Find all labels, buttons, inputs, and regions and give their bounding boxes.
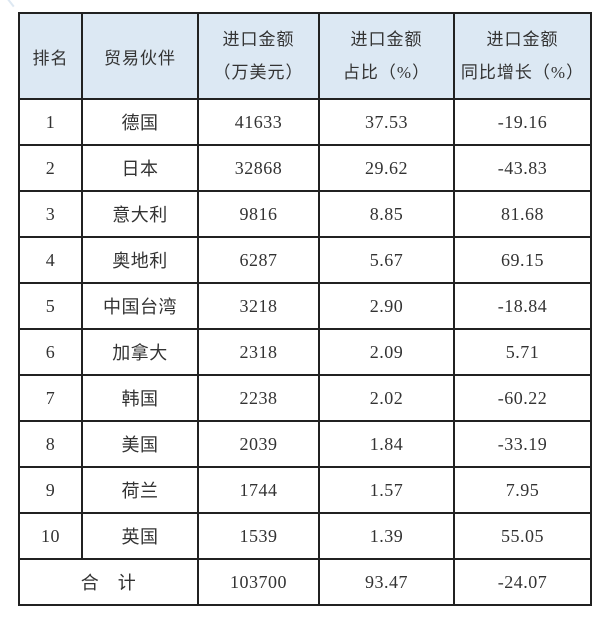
cell-partner: 意大利 [81,190,199,238]
cell-amount: 1744 [197,466,320,514]
cell-partner: 奥地利 [81,236,199,284]
header-row: 排名 贸易伙伴 进口金额 （万美元） 进口金额 占比（%） 进口金额 [18,12,592,100]
cell-amount: 9816 [197,190,320,238]
cell-total-amount: 103700 [197,558,320,606]
table-row: 6 加拿大 2318 2.09 5.71 [18,328,592,376]
cell-share: 29.62 [318,144,455,192]
cell-share: 5.67 [318,236,455,284]
table-row: 7 韩国 2238 2.02 -60.22 [18,374,592,422]
cell-partner: 韩国 [81,374,199,422]
cell-partner: 加拿大 [81,328,199,376]
header-rank-label: 排名 [32,48,69,68]
cell-partner: 美国 [81,420,199,468]
cell-amount: 2318 [197,328,320,376]
cell-growth: -18.84 [453,282,592,330]
cell-amount: 1539 [197,512,320,560]
cell-share: 2.09 [318,328,455,376]
cell-rank: 8 [18,420,83,468]
cell-growth: 55.05 [453,512,592,560]
table-row: 4 奥地利 6287 5.67 69.15 [18,236,592,284]
cell-total-growth: -24.07 [453,558,592,606]
cell-amount: 2039 [197,420,320,468]
corner-artifact [0,0,15,8]
header-partner-label: 贸易伙伴 [104,48,176,68]
cell-growth: -33.19 [453,420,592,468]
cell-growth: 69.15 [453,236,592,284]
cell-amount: 6287 [197,236,320,284]
cell-partner: 中国台湾 [81,282,199,330]
cell-rank: 6 [18,328,83,376]
header-import-growth-line1: 进口金额 [486,29,559,49]
table-row: 2 日本 32868 29.62 -43.83 [18,144,592,192]
table-row: 10 英国 1539 1.39 55.05 [18,512,592,560]
cell-share: 2.90 [318,282,455,330]
cell-rank: 10 [18,512,83,560]
cell-growth: 81.68 [453,190,592,238]
cell-share: 2.02 [318,374,455,422]
header-import-growth-line2: 同比增长（%） [460,63,585,83]
cell-rank: 3 [18,190,83,238]
header-rank: 排名 [18,12,83,100]
cell-growth: 7.95 [453,466,592,514]
cell-rank: 2 [18,144,83,192]
header-import-amount-line2: （万美元） [213,63,304,83]
cell-share: 1.39 [318,512,455,560]
cell-growth: -43.83 [453,144,592,192]
cell-rank: 5 [18,282,83,330]
cell-rank: 1 [18,98,83,146]
cell-total-label: 合 计 [18,558,199,606]
header-import-growth: 进口金额 同比增长（%） [453,12,592,100]
header-import-amount: 进口金额 （万美元） [197,12,320,100]
cell-partner: 德国 [81,98,199,146]
cell-rank: 7 [18,374,83,422]
cell-rank: 9 [18,466,83,514]
cell-amount: 2238 [197,374,320,422]
cell-amount: 32868 [197,144,320,192]
cell-growth: 5.71 [453,328,592,376]
cell-partner: 日本 [81,144,199,192]
table-row: 8 美国 2039 1.84 -33.19 [18,420,592,468]
header-import-amount-line1: 进口金额 [222,29,295,49]
cell-partner: 荷兰 [81,466,199,514]
header-import-share-line1: 进口金额 [350,29,423,49]
cell-growth: -19.16 [453,98,592,146]
table-row: 1 德国 41633 37.53 -19.16 [18,98,592,146]
cell-growth: -60.22 [453,374,592,422]
cell-share: 8.85 [318,190,455,238]
header-partner: 贸易伙伴 [81,12,199,100]
header-import-share: 进口金额 占比（%） [318,12,455,100]
table-row: 3 意大利 9816 8.85 81.68 [18,190,592,238]
cell-amount: 41633 [197,98,320,146]
cell-amount: 3218 [197,282,320,330]
cell-partner: 英国 [81,512,199,560]
import-ranking-table: 排名 贸易伙伴 进口金额 （万美元） 进口金额 占比（%） 进口金额 [18,12,592,606]
header-import-share-line2: 占比（%） [342,63,431,83]
cell-rank: 4 [18,236,83,284]
table-row: 9 荷兰 1744 1.57 7.95 [18,466,592,514]
cell-share: 1.84 [318,420,455,468]
cell-total-share: 93.47 [318,558,455,606]
total-row: 合 计 103700 93.47 -24.07 [18,558,592,606]
cell-share: 37.53 [318,98,455,146]
table-row: 5 中国台湾 3218 2.90 -18.84 [18,282,592,330]
cell-share: 1.57 [318,466,455,514]
